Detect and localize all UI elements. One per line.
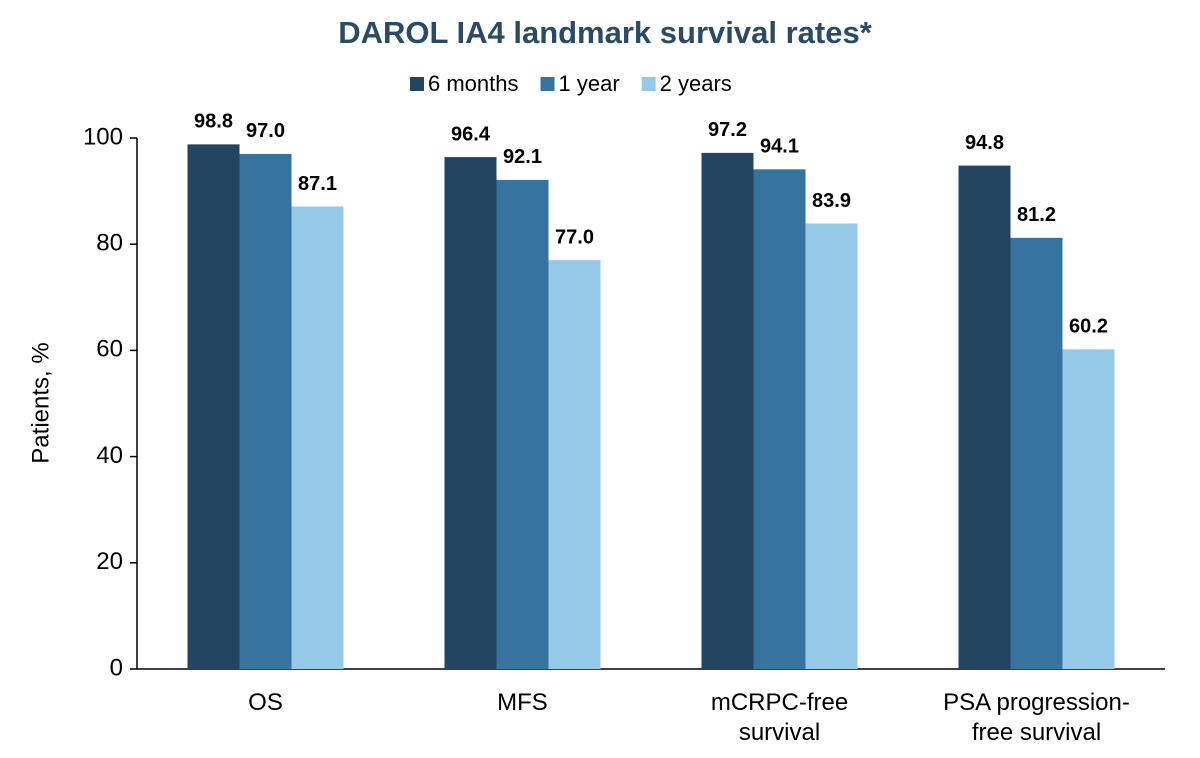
value-label: 77.0 bbox=[555, 226, 594, 248]
bar bbox=[805, 223, 858, 669]
y-tick-label: 40 bbox=[96, 442, 123, 469]
bar bbox=[239, 153, 292, 669]
value-label: 94.1 bbox=[760, 136, 799, 158]
value-label: 81.2 bbox=[1017, 204, 1056, 226]
y-axis-label: Patients, % bbox=[27, 342, 54, 463]
bar bbox=[958, 165, 1011, 669]
value-label: 96.4 bbox=[451, 123, 491, 145]
bar bbox=[187, 144, 240, 669]
y-tick-label: 20 bbox=[96, 548, 123, 575]
bar bbox=[496, 179, 549, 669]
value-label: 98.8 bbox=[194, 111, 233, 133]
value-label: 97.2 bbox=[708, 119, 747, 141]
bar bbox=[291, 206, 344, 669]
legend-label: 2 years bbox=[660, 71, 732, 96]
x-tick-label: OS bbox=[248, 689, 283, 716]
bar bbox=[548, 260, 601, 669]
value-label: 83.9 bbox=[812, 190, 851, 212]
x-tick-label: PSA progression- free survival bbox=[943, 689, 1130, 746]
legend-swatch bbox=[540, 77, 555, 91]
value-label: 60.2 bbox=[1069, 316, 1108, 338]
legend-swatch bbox=[410, 77, 424, 91]
bar bbox=[1062, 349, 1115, 669]
y-tick-label: 0 bbox=[110, 654, 123, 681]
legend-swatch bbox=[641, 77, 656, 91]
x-tick-label: MFS bbox=[497, 689, 548, 716]
y-tick-label: 80 bbox=[96, 230, 123, 257]
y-tick-label: 100 bbox=[83, 123, 123, 150]
bar bbox=[1010, 237, 1063, 669]
y-tick-label: 60 bbox=[96, 336, 123, 363]
bar bbox=[753, 169, 806, 670]
x-tick-label: mCRPC-free survival bbox=[710, 689, 849, 746]
value-label: 92.1 bbox=[503, 146, 542, 168]
value-label: 97.0 bbox=[246, 120, 285, 142]
legend-label: 1 year bbox=[559, 71, 620, 96]
bar bbox=[444, 157, 497, 669]
bar bbox=[701, 152, 754, 670]
chart-title: DAROL IA4 landmark survival rates* bbox=[338, 15, 872, 50]
value-label: 94.8 bbox=[965, 132, 1004, 154]
legend-label: 6 months bbox=[428, 71, 519, 96]
value-label: 87.1 bbox=[298, 173, 337, 195]
